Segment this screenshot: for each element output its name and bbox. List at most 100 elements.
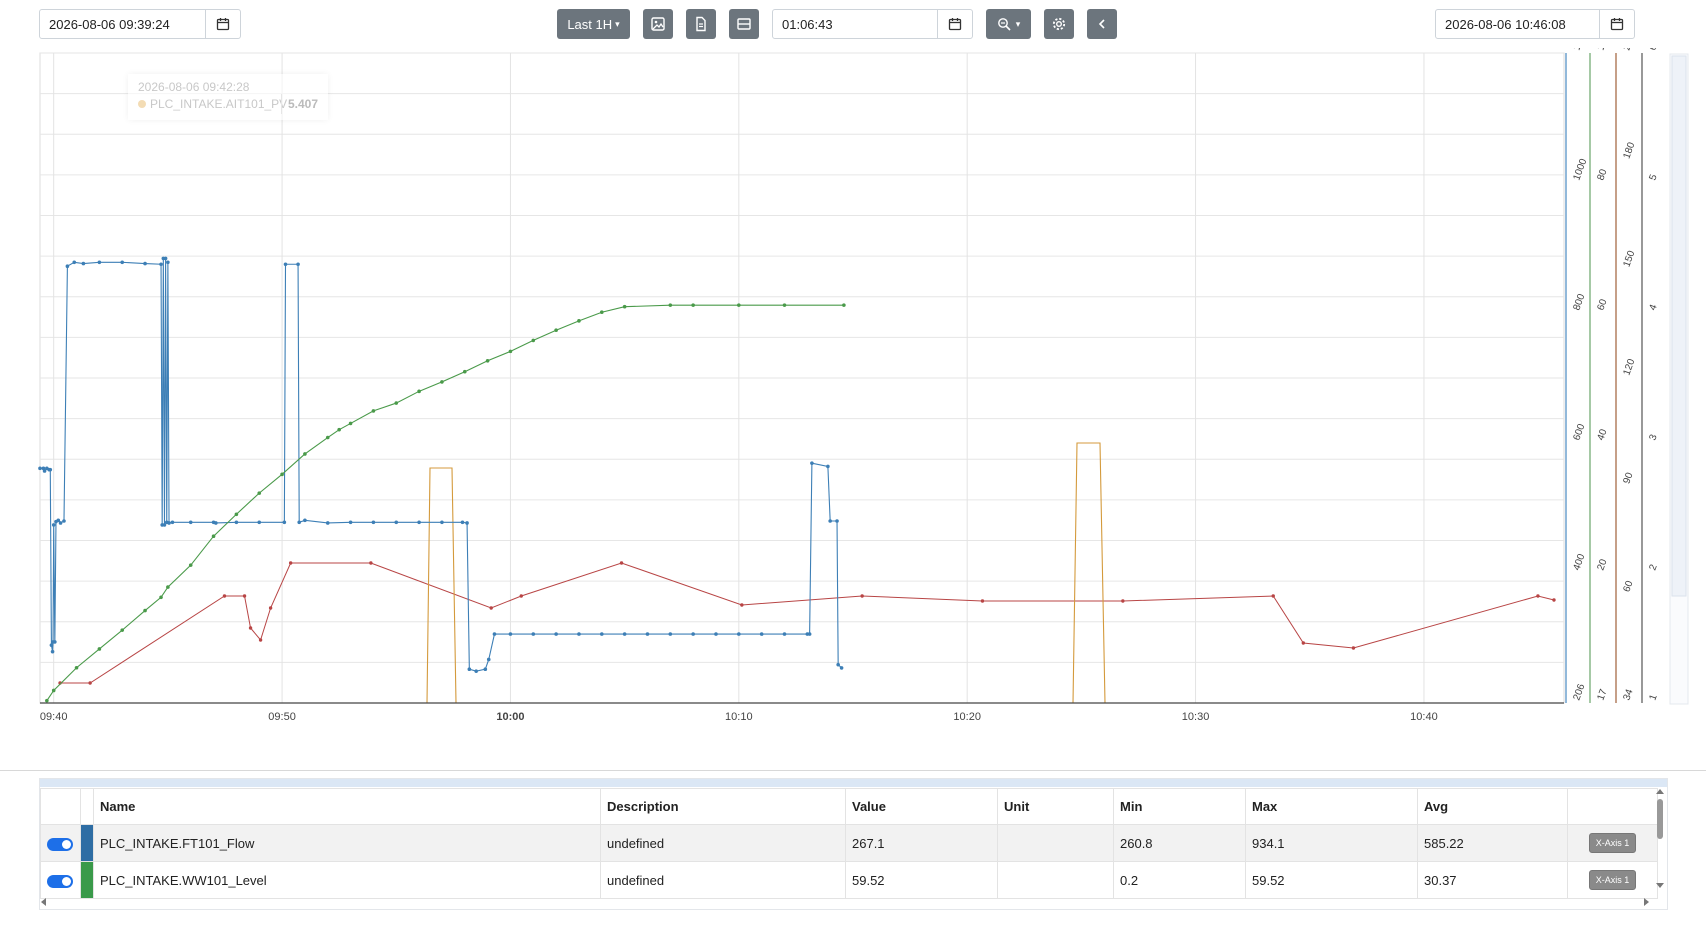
- scroll-up-icon[interactable]: [1656, 789, 1664, 794]
- data-point: [53, 640, 57, 644]
- table-row[interactable]: PLC_INTAKE.FT101_Flow undefined 267.1 26…: [40, 824, 1658, 862]
- data-point: [1351, 646, 1356, 650]
- end-datetime-field[interactable]: 2026-08-06 10:46:08: [1435, 9, 1635, 39]
- row-max: 59.52: [1245, 861, 1418, 899]
- table-horizontal-scrollbar[interactable]: [40, 895, 1667, 909]
- y-tick-label: 20: [1595, 557, 1609, 572]
- series-toggle[interactable]: [47, 874, 73, 888]
- column-name[interactable]: Name: [93, 788, 601, 825]
- data-point: [51, 523, 56, 527]
- y-tick-label: 1: [1647, 693, 1659, 702]
- data-point: [462, 369, 467, 374]
- data-point: [417, 389, 421, 394]
- scroll-down-icon[interactable]: [1656, 883, 1664, 888]
- y-tick-label: 1000: [1571, 157, 1589, 182]
- data-point: [485, 358, 490, 363]
- data-point: [519, 594, 523, 598]
- data-point: [835, 519, 839, 523]
- document-export-button[interactable]: [686, 9, 716, 39]
- data-point: [81, 261, 86, 266]
- calendar-icon[interactable]: [937, 10, 972, 38]
- data-point: [48, 467, 53, 472]
- y-tick-label: 80: [1595, 167, 1609, 182]
- column-value[interactable]: Value: [845, 788, 998, 825]
- zoom-dropdown-button[interactable]: ▾: [986, 9, 1031, 39]
- data-point: [120, 628, 125, 632]
- data-point: [645, 632, 650, 636]
- duration-field[interactable]: 01:06:43: [772, 9, 973, 39]
- data-point: [668, 632, 673, 636]
- data-point: [622, 304, 627, 309]
- data-point: [577, 319, 581, 323]
- data-point: [531, 338, 536, 343]
- data-point: [810, 461, 814, 465]
- data-point: [188, 520, 193, 525]
- data-point: [257, 520, 262, 525]
- row-name: PLC_INTAKE.WW101_Level: [93, 861, 601, 899]
- data-point: [807, 632, 812, 636]
- data-point: [166, 260, 170, 265]
- end-datetime-text: 2026-08-06 10:46:08: [1445, 16, 1566, 32]
- column-min[interactable]: Min: [1113, 788, 1246, 825]
- column-description[interactable]: Description: [600, 788, 846, 825]
- collapse-button[interactable]: [1087, 9, 1117, 39]
- data-point: [465, 521, 469, 525]
- data-point: [554, 632, 558, 636]
- y-tick-label: 400: [1571, 552, 1587, 572]
- y-tick-label: 4: [1647, 303, 1659, 312]
- column-max[interactable]: Max: [1245, 788, 1418, 825]
- image-export-button[interactable]: [643, 9, 673, 39]
- layout-toggle-button[interactable]: [729, 9, 759, 39]
- axis-button[interactable]: X-Axis 1: [1588, 870, 1637, 890]
- column-unit[interactable]: Unit: [997, 788, 1114, 825]
- data-point: [371, 520, 376, 525]
- data-point: [440, 380, 444, 384]
- y-tick-label: 100: [1595, 48, 1611, 52]
- y-tick-label: 200: [1621, 48, 1637, 52]
- tag-table-panel: Name Description Value Unit Min Max Avg …: [39, 778, 1668, 910]
- data-point: [120, 260, 125, 265]
- y-tick-label: 90: [1621, 471, 1635, 486]
- y-tick-label: 120: [1571, 48, 1587, 52]
- split-panel-icon: [737, 18, 751, 30]
- data-point: [38, 466, 42, 471]
- caret-down-icon: ▾: [1015, 18, 1021, 29]
- y-tick-label: 5: [1647, 173, 1659, 182]
- scroll-right-icon[interactable]: [1644, 898, 1649, 906]
- data-point: [737, 303, 741, 307]
- data-point: [143, 261, 147, 266]
- calendar-icon[interactable]: [1599, 10, 1634, 38]
- axis-button[interactable]: X-Axis 1: [1588, 833, 1637, 853]
- data-point: [325, 521, 330, 525]
- column-avg[interactable]: Avg: [1417, 788, 1568, 825]
- trend-chart-svg[interactable]: 09:40 09:50 10:00 10:10 10:20 10:30 10:4020640…: [0, 48, 1706, 728]
- table-header-band: [40, 779, 1667, 787]
- range-dropdown-button[interactable]: Last 1H ▾: [557, 9, 630, 39]
- data-point: [348, 421, 353, 426]
- x-tick-label: 09:50: [268, 711, 296, 723]
- series-toggle[interactable]: [47, 837, 73, 851]
- data-point: [56, 518, 61, 523]
- data-point: [242, 594, 247, 598]
- x-tick-label: 10:30: [1182, 711, 1210, 723]
- table-row[interactable]: PLC_INTAKE.WW101_Level undefined 59.52 0…: [40, 861, 1658, 899]
- trend-chart[interactable]: 09:40 09:50 10:00 10:10 10:20 10:30 10:40 206 40…: [0, 48, 1706, 728]
- settings-button[interactable]: [1044, 9, 1074, 39]
- data-point: [826, 464, 830, 469]
- row-description: undefined: [600, 861, 846, 899]
- y-tick-label: 60: [1621, 579, 1635, 594]
- scroll-thumb[interactable]: [1657, 799, 1663, 839]
- data-point: [599, 632, 604, 636]
- calendar-icon[interactable]: [205, 10, 240, 38]
- data-point: [714, 632, 718, 636]
- x-tick-label: 10:20: [953, 711, 981, 723]
- data-point: [836, 662, 840, 667]
- data-point: [508, 632, 513, 636]
- data-point: [474, 669, 478, 673]
- scroll-left-icon[interactable]: [41, 898, 46, 906]
- data-point: [45, 698, 49, 703]
- start-datetime-field[interactable]: 2026-08-06 09:39:24: [39, 9, 241, 39]
- table-vertical-scrollbar[interactable]: [1654, 789, 1666, 889]
- y-tick-label: 800: [1571, 292, 1587, 312]
- y-tick-label: 206: [1571, 682, 1587, 702]
